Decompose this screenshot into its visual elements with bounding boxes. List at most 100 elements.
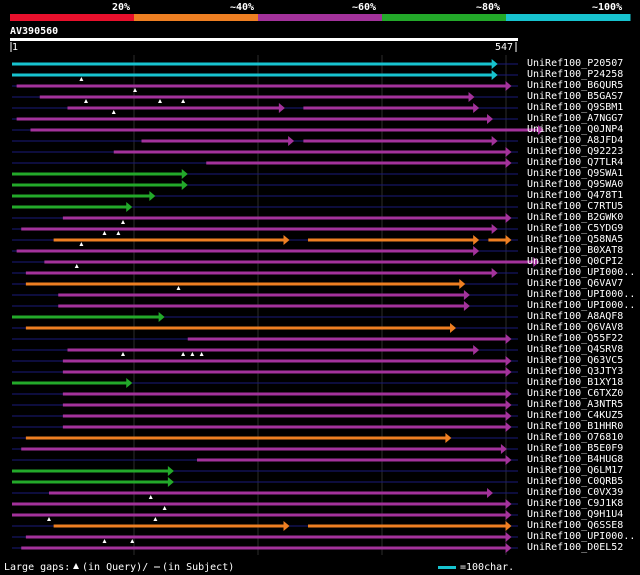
hit-label[interactable]: UniRef100_A8JFD4 — [527, 135, 624, 146]
gap-marker — [102, 539, 107, 543]
hit-arrow — [463, 290, 470, 300]
hit-row — [12, 169, 518, 179]
hit-label[interactable]: UniRef100_UPI000.. — [527, 300, 636, 311]
hit-segment — [12, 172, 183, 176]
identity-legend-bar — [10, 14, 631, 21]
hit-row — [12, 466, 518, 476]
hit-segment — [12, 205, 128, 209]
hit-label[interactable]: UniRef100_B2GWK0 — [527, 212, 624, 223]
hit-label[interactable]: UniRef100_B1HHR0 — [527, 421, 624, 432]
hit-label[interactable]: UniRef100_B4HUG8 — [527, 454, 624, 465]
hit-label[interactable]: UniRef100_Q0CPI2 — [527, 256, 624, 267]
hit-label[interactable]: UniRef100_Q7TLR4 — [527, 157, 624, 168]
hit-segment — [12, 502, 507, 506]
hit-label[interactable]: UniRef100_Q6VAV8 — [527, 322, 624, 333]
hit-row — [12, 202, 518, 212]
gap-marker — [84, 99, 89, 103]
hit-segment — [62, 403, 507, 407]
hit-label[interactable]: UniRef100_Q92223 — [527, 146, 624, 157]
hit-row — [12, 400, 518, 410]
hit-label[interactable]: UniRef100_P20507 — [527, 58, 624, 69]
hit-label[interactable]: UniRef100_C6TXZ0 — [527, 388, 624, 399]
hit-label[interactable]: UniRef100_C7RTU5 — [527, 201, 624, 212]
hit-row — [12, 268, 518, 278]
hit-label[interactable]: UniRef100_Q63VC5 — [527, 355, 624, 366]
hit-segment — [16, 117, 489, 121]
hit-segment — [308, 524, 507, 528]
hit-segment — [49, 491, 489, 495]
hit-label[interactable]: UniRef100_Q9SWA0 — [527, 179, 624, 190]
hit-arrow — [167, 477, 174, 487]
hit-segment — [21, 227, 493, 231]
hit-label[interactable]: UniRef100_Q6LM17 — [527, 465, 624, 476]
hit-segment — [16, 84, 507, 88]
hit-label[interactable]: UniRef100_Q4SRV8 — [527, 344, 624, 355]
hit-label[interactable]: UniRef100_Q58NA5 — [527, 234, 624, 245]
hit-label[interactable]: UniRef100_B5GAS7 — [527, 91, 624, 102]
hit-arrow — [505, 499, 512, 509]
hit-label[interactable]: UniRef100_C5YDG9 — [527, 223, 624, 234]
hit-arrow — [505, 367, 512, 377]
footer-gaps-label: Large gaps: — [4, 562, 71, 573]
hit-segment — [12, 513, 507, 517]
hit-row — [12, 136, 518, 146]
gap-marker — [47, 517, 52, 521]
hit-label[interactable]: UniRef100_C0QRB5 — [527, 476, 624, 487]
hit-label[interactable]: UniRef100_Q6VAV7 — [527, 278, 624, 289]
hit-label[interactable]: UniRef100_Q3JTY3 — [527, 366, 624, 377]
hit-arrow — [181, 180, 188, 190]
hit-row — [12, 444, 518, 454]
hit-label[interactable]: UniRef100_C0VX39 — [527, 487, 624, 498]
hit-arrow — [505, 147, 512, 157]
hit-label[interactable]: UniRef100_O76810 — [527, 432, 624, 443]
hit-label[interactable]: UniRef100_Q0JNP4 — [527, 124, 624, 135]
gap-marker — [74, 264, 79, 268]
hit-label[interactable]: UniRef100_A7NGG7 — [527, 113, 624, 124]
hit-arrow — [288, 136, 295, 146]
hit-segment — [21, 447, 502, 451]
hit-label[interactable]: UniRef100_UPI000.. — [527, 267, 636, 278]
hit-label[interactable]: UniRef100_UPI000.. — [527, 531, 636, 542]
hit-arrow — [473, 103, 480, 113]
hit-label[interactable]: UniRef100_Q55F22 — [527, 333, 624, 344]
legend-label-100: ~100% — [592, 2, 623, 13]
query-bar — [10, 38, 518, 41]
footer-gaps-subject: (in Subject) — [162, 562, 235, 573]
hit-label[interactable]: UniRef100_Q9H1U4 — [527, 509, 624, 520]
hit-row — [12, 422, 518, 432]
hit-segment — [67, 106, 280, 110]
hit-label[interactable]: UniRef100_C9J1K8 — [527, 498, 624, 509]
hit-label[interactable]: UniRef100_D0EL52 — [527, 542, 624, 553]
hit-label[interactable]: UniRef100_B1XY18 — [527, 377, 624, 388]
legend-color-purple — [258, 14, 383, 21]
hit-segment — [62, 216, 507, 220]
hit-row — [12, 114, 518, 124]
hit-label[interactable]: UniRef100_UPI000.. — [527, 289, 636, 300]
hit-label[interactable]: UniRef100_A8AQF8 — [527, 311, 624, 322]
hit-arrow — [158, 312, 165, 322]
hit-segment — [141, 139, 290, 143]
gap-marker — [181, 352, 186, 356]
hit-label[interactable]: UniRef100_Q9SBM1 — [527, 102, 624, 113]
hit-label[interactable]: UniRef100_B0XAT8 — [527, 245, 624, 256]
hit-label[interactable]: UniRef100_C4KUZ5 — [527, 410, 624, 421]
hit-arrow — [505, 455, 512, 465]
hit-arrow — [278, 103, 285, 113]
hit-label[interactable]: UniRef100_B6QUR5 — [527, 80, 624, 91]
hit-segment — [12, 62, 493, 66]
hit-arrow — [505, 235, 512, 245]
hit-row — [12, 477, 518, 487]
hit-row — [12, 70, 518, 81]
hit-list — [12, 59, 544, 553]
hit-segment — [25, 535, 507, 539]
gap-marker — [116, 231, 121, 235]
hit-segment — [187, 337, 507, 341]
hit-label[interactable]: UniRef100_Q478T1 — [527, 190, 624, 201]
hit-label[interactable]: UniRef100_Q6SSE8 — [527, 520, 624, 531]
hit-label[interactable]: UniRef100_Q9SWA1 — [527, 168, 624, 179]
hit-label[interactable]: UniRef100_P24258 — [527, 69, 624, 80]
hit-label[interactable]: UniRef100_B5E0F9 — [527, 443, 624, 454]
hit-label[interactable]: UniRef100_A3NTR5 — [527, 399, 624, 410]
gap-marker — [79, 77, 84, 81]
hit-row — [12, 279, 518, 290]
